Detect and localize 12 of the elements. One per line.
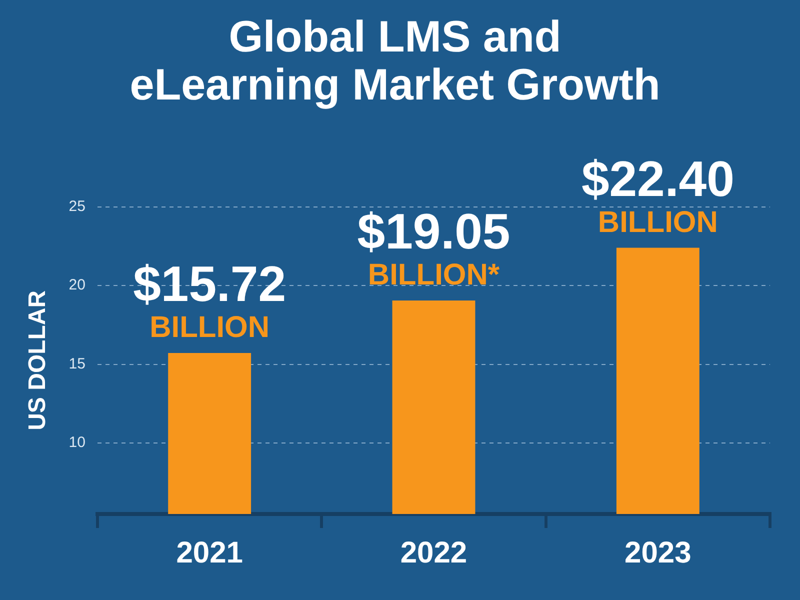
y-axis-title: US DOLLAR: [24, 290, 52, 430]
x-tick-label: 2023: [624, 536, 692, 570]
x-tick-label: 2021: [176, 536, 243, 570]
y-tick-label: 15: [68, 355, 86, 372]
y-tick-label: 10: [68, 434, 86, 452]
x-tick-label: 2022: [400, 536, 468, 570]
chart-title: Global LMS and eLearning Market Growth: [130, 12, 660, 110]
y-tick-label: 20: [68, 276, 86, 294]
data-label: $15.72 BILLION: [133, 256, 286, 344]
data-label: $19.05 BILLION*: [357, 204, 510, 292]
y-tick-label: 25: [68, 198, 86, 215]
data-label: $22.40 BILLION: [581, 150, 734, 239]
